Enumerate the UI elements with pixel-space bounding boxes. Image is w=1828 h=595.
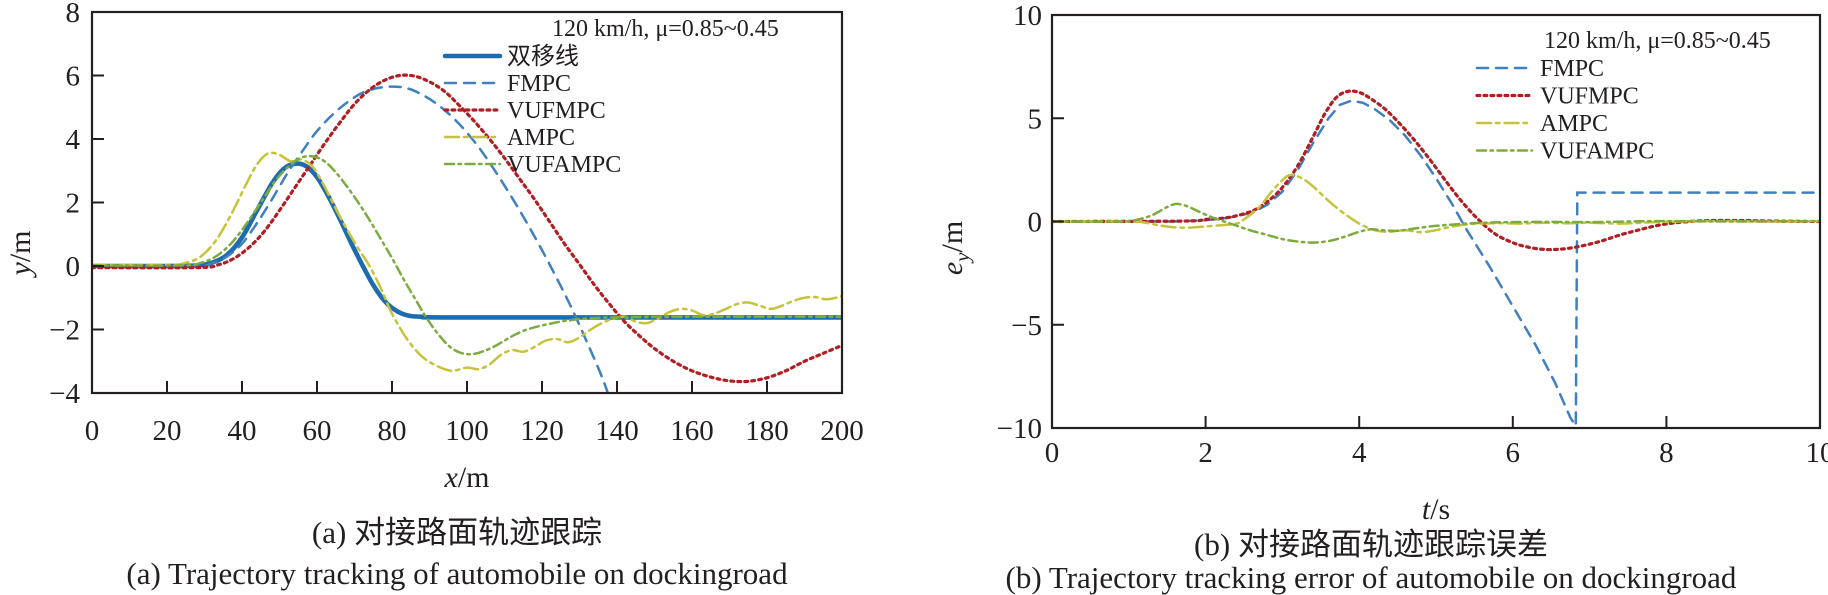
series-line-AMPC bbox=[1052, 173, 1820, 234]
y-tick-label: 4 bbox=[66, 124, 81, 156]
legend-title: 120 km/h, μ=0.85~0.45 bbox=[1544, 28, 1771, 54]
x-tick-label: 0 bbox=[85, 415, 100, 447]
x-tick-label: 140 bbox=[595, 415, 639, 447]
legend-label-FMPC: FMPC bbox=[1540, 56, 1604, 82]
caption-b: (b) 对接路面轨迹跟踪误差 (b) Trajectory tracking e… bbox=[914, 528, 1828, 594]
x-tick-label: 20 bbox=[153, 415, 182, 447]
series-line-VUFMPC bbox=[1052, 89, 1820, 252]
y-tick-label: −10 bbox=[997, 413, 1042, 445]
y-tick-label: 0 bbox=[66, 251, 81, 283]
caption-a-zh: (a) 对接路面轨迹跟踪 bbox=[311, 515, 603, 550]
axis-x-label: x/m bbox=[444, 461, 490, 494]
legend-label-AMPC: AMPC bbox=[507, 125, 575, 151]
legend-label-VUFAMPC: VUFAMPC bbox=[507, 152, 621, 178]
legend-label-FMPC: FMPC bbox=[507, 71, 571, 97]
y-tick-label: 2 bbox=[66, 188, 81, 220]
x-tick-label: 8 bbox=[1659, 437, 1674, 469]
y-tick-label: 6 bbox=[66, 61, 81, 93]
series-line-FMPC bbox=[92, 85, 610, 393]
legend-label-双移线: 双移线 bbox=[507, 43, 579, 70]
caption-b-zh: (b) 对接路面轨迹跟踪误差 bbox=[1194, 527, 1548, 562]
series-group bbox=[1052, 89, 1820, 428]
series-line-FMPC bbox=[1052, 99, 1820, 428]
series-line-VUFAMPC bbox=[92, 154, 842, 356]
series-line-AMPC bbox=[92, 151, 842, 373]
chart-a-trajectory-tracking: 0 20 40 60 80 100 120 140 160 180 20086420−2−4x/my… bbox=[4, 0, 864, 494]
caption-a: (a) 对接路面轨迹跟踪 (a) Trajectory tracking of … bbox=[0, 512, 914, 594]
x-tick-label: 2 bbox=[1198, 437, 1213, 469]
x-tick-label: 80 bbox=[378, 415, 407, 447]
y-tick-label: −4 bbox=[49, 378, 80, 410]
x-tick-label: 160 bbox=[670, 415, 714, 447]
y-tick-label: 0 bbox=[1028, 207, 1043, 239]
legend-label-AMPC: AMPC bbox=[1540, 111, 1608, 137]
x-tick-label: 10 bbox=[1806, 437, 1828, 469]
caption-b-en: (b) Trajectory tracking error of automob… bbox=[1005, 560, 1737, 595]
x-tick-label: 0 bbox=[1045, 437, 1060, 469]
caption-a-en: (a) Trajectory tracking of automobile on… bbox=[126, 556, 788, 591]
axis-x-label: t/s bbox=[1422, 493, 1450, 526]
series-line-VUFAMPC bbox=[1052, 202, 1820, 244]
legend-label-VUFAMPC: VUFAMPC bbox=[1540, 139, 1654, 165]
x-tick-label: 40 bbox=[228, 415, 257, 447]
chart-b-tracking-error: 0 2 4 6 8 10 10 5 0 −5 −10 t/s ey/m 120 km/h, μ=0.85~… bbox=[936, 0, 1828, 526]
plot-border bbox=[90, 10, 844, 395]
x-tick-label: 60 bbox=[303, 415, 332, 447]
x-tick-label: 6 bbox=[1506, 437, 1521, 469]
series-line-双移线 bbox=[92, 161, 842, 320]
x-tick-label: 120 bbox=[520, 415, 564, 447]
series-line-VUFMPC bbox=[92, 73, 842, 384]
series-group bbox=[92, 73, 842, 393]
y-tick-label: 5 bbox=[1028, 103, 1043, 135]
y-tick-label: −5 bbox=[1011, 310, 1042, 342]
x-tick-label: 100 bbox=[445, 415, 489, 447]
legend-label-VUFMPC: VUFMPC bbox=[507, 98, 606, 124]
legend-label-VUFMPC: VUFMPC bbox=[1540, 84, 1639, 110]
y-tick-label: 10 bbox=[1013, 0, 1042, 32]
x-tick-label: 180 bbox=[745, 415, 789, 447]
y-tick-label: −2 bbox=[49, 315, 80, 347]
x-tick-label: 200 bbox=[820, 415, 864, 447]
x-tick-label: 4 bbox=[1352, 437, 1367, 469]
axis-y-label: ey/m bbox=[936, 221, 974, 275]
y-tick-label: 8 bbox=[66, 0, 81, 29]
axis-y-label: y/m bbox=[4, 231, 37, 279]
legend-title: 120 km/h, μ=0.85~0.45 bbox=[552, 16, 779, 42]
